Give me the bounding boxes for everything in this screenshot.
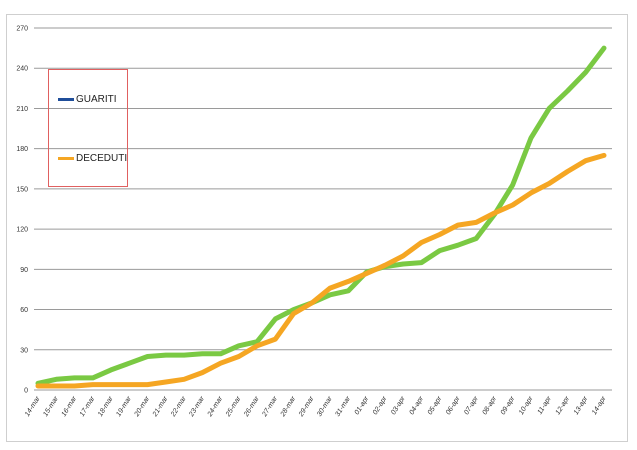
x-tick-label: 30-mar — [316, 395, 334, 418]
legend-swatch-guariti — [58, 98, 74, 101]
x-tick-label: 11-apr — [537, 395, 554, 416]
x-tick-label: 25-mar — [224, 395, 243, 419]
x-tick-label: 17-mar — [79, 395, 97, 418]
legend-item-deceduti: DECEDUTI — [58, 153, 127, 164]
y-tick-label: 270 — [16, 26, 28, 33]
y-tick-label: 150 — [16, 186, 28, 193]
legend-label-deceduti: DECEDUTI — [76, 153, 128, 164]
x-tick-label: 01-apr — [354, 395, 371, 416]
x-tick-label: 08-apr — [481, 395, 498, 416]
x-tick-label: 13-apr — [573, 395, 590, 416]
x-tick-label: 14-apr — [591, 395, 608, 416]
legend: GUARITI DECEDUTI — [48, 69, 128, 187]
y-tick-label: 240 — [16, 66, 28, 73]
y-axis: 0 30 60 90 120 150 180 210 240 270 — [16, 26, 28, 395]
y-tick-label: 120 — [16, 227, 28, 234]
x-tick-label: 21-mar — [151, 395, 170, 419]
y-tick-label: 30 — [20, 347, 28, 354]
x-tick-label: 29-mar — [297, 395, 316, 419]
x-tick-label: 19-mar — [115, 395, 133, 418]
x-tick-label: 18-mar — [97, 395, 115, 418]
x-tick-label: 31-mar — [334, 395, 352, 418]
y-tick-label: 60 — [20, 307, 28, 314]
x-tick-label: 12-apr — [555, 395, 572, 416]
x-tick-label: 20-mar — [133, 395, 152, 419]
x-tick-label: 26-mar — [243, 395, 262, 419]
x-tick-label: 24-mar — [206, 395, 225, 419]
y-tick-label: 90 — [20, 267, 28, 274]
x-tick-label: 03-apr — [390, 395, 407, 416]
series-line-guariti — [35, 45, 607, 386]
x-tick-label: 06-apr — [445, 395, 462, 416]
x-tick-label: 28-mar — [279, 395, 298, 419]
x-axis: 14-mar 15-mar 16-mar 17-mar 18-mar 19-mar 20-m… — [24, 395, 608, 419]
x-tick-label: 15-mar — [42, 395, 60, 418]
x-tick-label: 16-mar — [61, 395, 79, 418]
y-tick-label: 210 — [16, 106, 28, 113]
x-tick-label: 22-mar — [170, 395, 189, 419]
y-tick-label: 0 — [24, 388, 28, 395]
legend-item-guariti: GUARITI — [58, 94, 117, 105]
x-tick-label: 14-mar — [24, 395, 42, 418]
x-tick-label: 27-mar — [261, 395, 280, 419]
legend-swatch-deceduti — [58, 157, 74, 160]
x-tick-label: 07-apr — [463, 395, 480, 416]
x-tick-label: 05-apr — [427, 395, 444, 416]
y-tick-label: 180 — [16, 146, 28, 153]
x-tick-label: 09-apr — [500, 395, 517, 416]
gridlines — [34, 27, 612, 391]
chart-frame — [6, 14, 628, 442]
legend-label-guariti: GUARITI — [76, 94, 117, 105]
x-tick-label: 23-mar — [188, 395, 207, 419]
x-tick-label: 02-apr — [372, 395, 389, 416]
series-line-deceduti — [35, 152, 607, 389]
x-tick-label: 10-apr — [518, 395, 535, 416]
series-lines — [35, 45, 607, 389]
x-tick-label: 04-apr — [408, 395, 425, 416]
